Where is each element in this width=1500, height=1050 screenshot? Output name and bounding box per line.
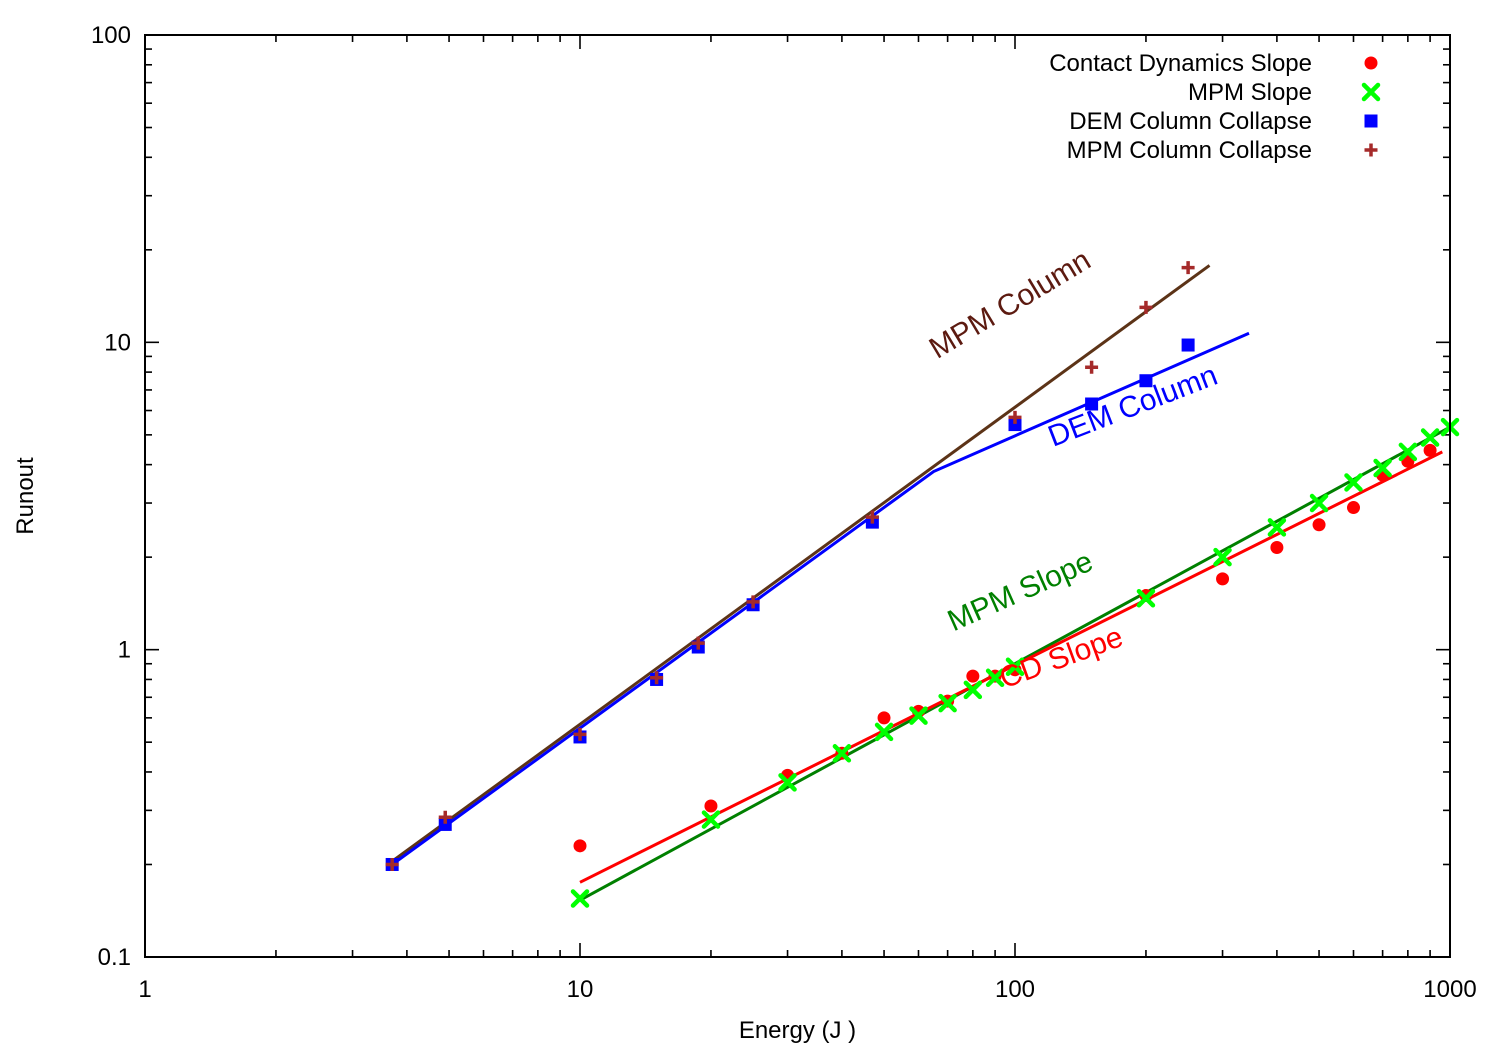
point-mpm-column-collapse <box>650 671 664 685</box>
point-contact-dynamics-slope <box>966 669 980 683</box>
y-tick-label: 1 <box>118 637 131 664</box>
annotation-mpm-slope: MPM Slope <box>943 545 1098 638</box>
point-contact-dynamics-slope <box>1312 518 1326 532</box>
point-mpm-slope <box>1420 428 1440 447</box>
point-mpm-slope <box>909 706 928 725</box>
annotation-mpm-column: MPM Column <box>924 243 1097 365</box>
point-dem-column-collapse <box>1139 374 1153 388</box>
point-contact-dynamics-slope <box>573 839 587 853</box>
plot-frame <box>144 34 1451 958</box>
point-mpm-column-collapse <box>385 857 399 871</box>
y-tick-label: 0.1 <box>98 944 131 971</box>
point-mpm-slope <box>1005 657 1025 676</box>
x-tick-label: 1 <box>138 976 151 1003</box>
fit-lines <box>391 264 1451 902</box>
point-mpm-slope <box>1344 473 1363 492</box>
point-mpm-slope <box>570 889 590 908</box>
point-mpm-column-collapse <box>573 727 587 741</box>
legend-label-dem-column-collapse: DEM Column Collapse <box>1069 108 1312 135</box>
legend-marker-mpm-slope <box>1361 82 1381 102</box>
y-tick-label: 10 <box>104 329 131 356</box>
legend-marker-mpm-column-collapse <box>1364 143 1378 157</box>
x-tick-label: 10 <box>567 976 594 1003</box>
legend-label-mpm-slope: MPM Slope <box>1188 79 1312 106</box>
data-points <box>385 261 1460 908</box>
point-dem-column-collapse <box>1008 418 1022 432</box>
point-dem-column-collapse <box>1181 338 1195 352</box>
x-axis-title: Energy (J ) <box>739 1017 856 1044</box>
point-contact-dynamics-slope <box>1346 501 1360 515</box>
point-dem-column-collapse <box>438 817 452 831</box>
point-contact-dynamics-slope <box>704 799 718 813</box>
point-mpm-slope <box>985 668 1005 688</box>
legend-label-mpm-column-collapse: MPM Column Collapse <box>1067 137 1312 164</box>
point-mpm-column-collapse <box>1139 300 1153 314</box>
point-contact-dynamics-slope <box>877 711 891 725</box>
y-tick-label: 100 <box>91 22 131 49</box>
point-mpm-slope <box>701 810 721 829</box>
point-mpm-slope <box>1398 442 1418 462</box>
point-mpm-slope <box>1309 493 1329 513</box>
point-mpm-slope <box>1267 518 1287 537</box>
point-mpm-slope <box>832 744 852 763</box>
point-mpm-column-collapse <box>438 810 452 824</box>
x-tick-label: 1000 <box>1423 976 1476 1003</box>
point-mpm-slope <box>1373 458 1392 478</box>
point-mpm-slope <box>778 773 797 792</box>
x-tick-label: 100 <box>995 976 1035 1003</box>
point-mpm-slope <box>963 680 983 700</box>
point-contact-dynamics-slope <box>1216 572 1230 586</box>
y-axis-title: Runout <box>12 457 39 535</box>
point-mpm-column-collapse <box>1181 261 1195 275</box>
annotation-dem-column: DEM Column <box>1044 359 1222 454</box>
point-mpm-slope <box>1136 588 1156 608</box>
legend-marker-dem-column-collapse <box>1364 114 1378 128</box>
axis-ticks <box>144 35 1450 958</box>
point-mpm-slope <box>874 722 894 742</box>
point-mpm-column-collapse <box>691 636 705 650</box>
point-mpm-column-collapse <box>1008 410 1022 424</box>
point-dem-column-collapse <box>1085 397 1099 411</box>
fit-line-mpm-column <box>391 264 1211 863</box>
legend-label-contact-dynamics-slope: Contact Dynamics Slope <box>1049 50 1312 77</box>
point-contact-dynamics-slope <box>1270 540 1284 554</box>
point-mpm-slope <box>1213 547 1232 567</box>
point-contact-dynamics-slope <box>1423 443 1437 457</box>
point-mpm-column-collapse <box>1085 360 1099 374</box>
annotation-cd-slope: CD Slope <box>995 620 1127 695</box>
point-mpm-slope <box>938 693 957 713</box>
point-mpm-column-collapse <box>865 510 879 524</box>
legend-marker-contact-dynamics-slope <box>1364 56 1378 70</box>
point-mpm-column-collapse <box>746 595 760 609</box>
tick-labels: 1 10 100 1000 0.1 1 10 100 <box>91 22 1477 1003</box>
